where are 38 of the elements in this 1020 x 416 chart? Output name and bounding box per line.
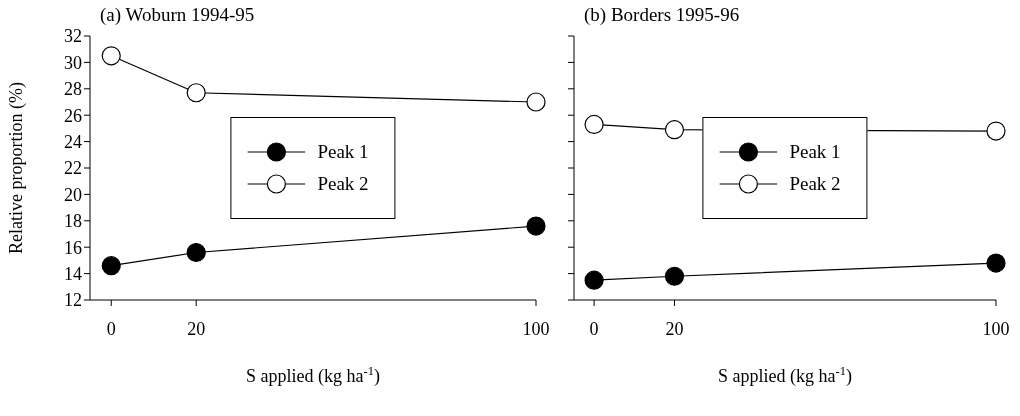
y-tick-label: 32 bbox=[64, 26, 82, 47]
x-tick-label: 100 bbox=[982, 318, 1010, 339]
chart-title: (a) Woburn 1994-95 bbox=[100, 4, 255, 26]
x-tick-label: 20 bbox=[665, 318, 684, 339]
point bbox=[584, 114, 604, 135]
y-tick-label: 22 bbox=[64, 158, 82, 179]
point bbox=[526, 92, 546, 112]
legend-label: Peak 1 bbox=[789, 141, 841, 163]
y-tick-label: 18 bbox=[64, 211, 82, 232]
point bbox=[664, 266, 685, 286]
x-axis-title: S applied (kg ha$^{-1}$) bbox=[246, 364, 380, 387]
point bbox=[101, 256, 121, 276]
legend-label: Peak 2 bbox=[789, 173, 841, 195]
chart-title: (b) Borders 1995-96 bbox=[584, 4, 740, 26]
y-tick-label: 26 bbox=[64, 105, 82, 126]
legend-label: Peak 2 bbox=[317, 173, 369, 195]
point bbox=[186, 242, 206, 263]
point bbox=[584, 270, 604, 290]
legend-label: Peak 1 bbox=[317, 141, 369, 163]
y-tick-label: 16 bbox=[64, 237, 82, 258]
y-tick-label: 30 bbox=[64, 52, 82, 73]
point bbox=[986, 253, 1006, 273]
y-axis-title: Relative proportion (%) bbox=[6, 82, 28, 254]
x-tick-label: 20 bbox=[187, 318, 206, 339]
point bbox=[186, 83, 206, 103]
y-tick-label: 24 bbox=[64, 131, 82, 152]
point bbox=[526, 216, 546, 236]
x-tick-label: 0 bbox=[589, 318, 599, 339]
x-tick-label: 0 bbox=[106, 318, 116, 339]
x-axis-title: S applied (kg ha$^{-1}$) bbox=[718, 364, 852, 387]
y-tick-label: 28 bbox=[64, 79, 82, 100]
y-tick-label: 14 bbox=[64, 263, 82, 284]
point bbox=[101, 46, 121, 66]
x-tick-label: 100 bbox=[522, 318, 550, 339]
y-tick-label: 12 bbox=[64, 290, 82, 311]
point bbox=[986, 121, 1006, 141]
y-tick-label: 20 bbox=[64, 184, 82, 205]
point bbox=[664, 120, 685, 140]
